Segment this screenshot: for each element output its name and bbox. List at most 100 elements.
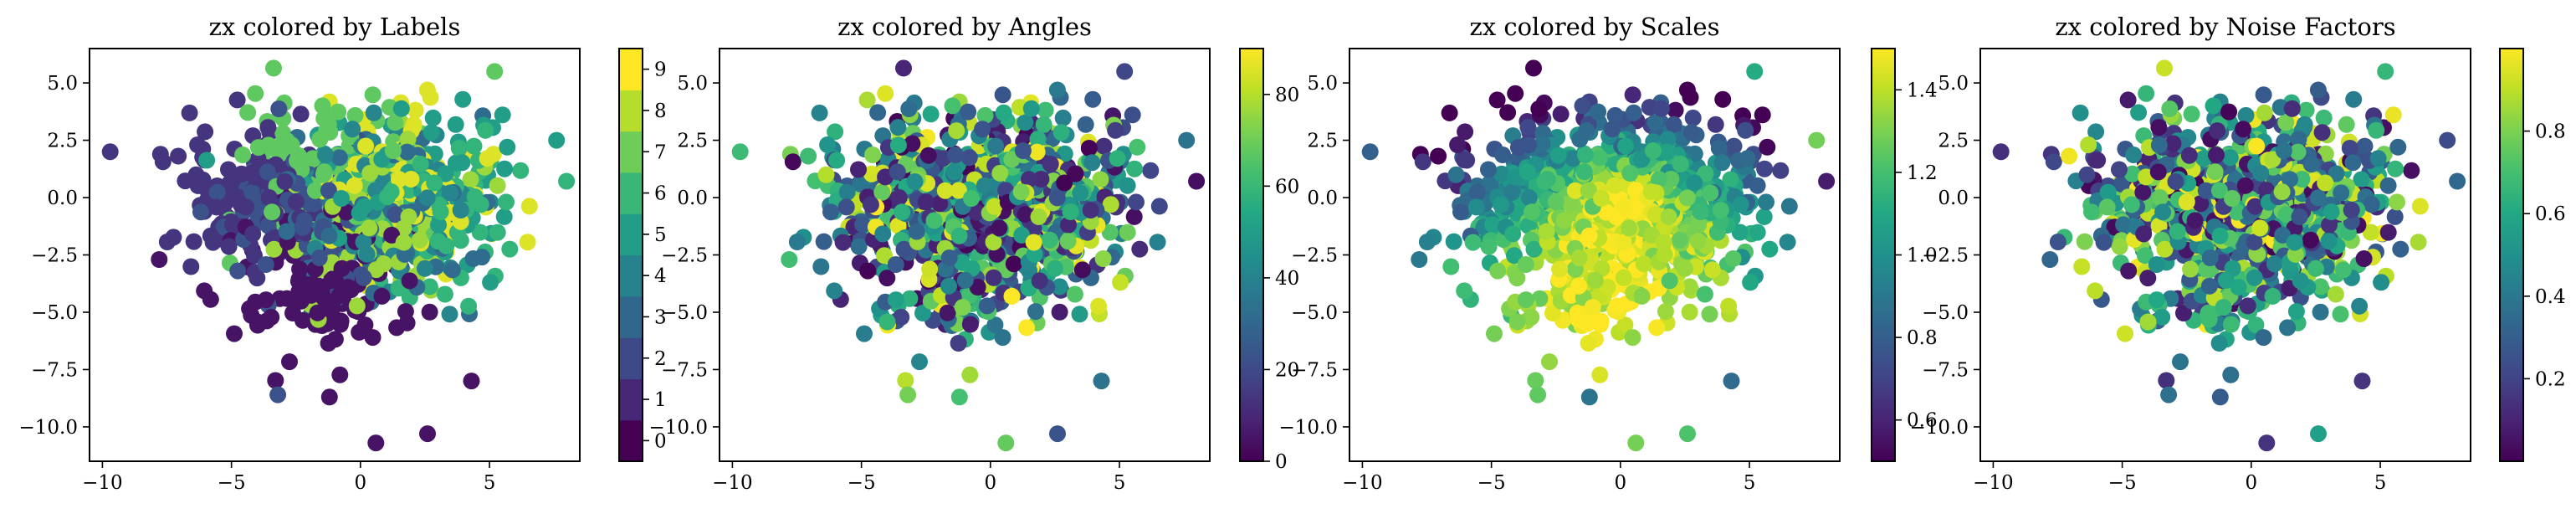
scatter-point	[1651, 171, 1667, 188]
scatter-point	[244, 225, 262, 243]
scatter-point	[259, 119, 277, 136]
x-tick-label: −5	[2108, 472, 2137, 494]
x-tick-label: 0	[985, 472, 997, 494]
scatter-point	[395, 234, 412, 251]
y-tick-label: −5.0	[1291, 302, 1338, 324]
scatter-point	[976, 106, 994, 124]
scatter-point	[1449, 136, 1467, 153]
scatter-point	[1101, 224, 1119, 241]
scatter-point	[2167, 173, 2184, 190]
scatter-point	[2182, 260, 2200, 278]
scatter-point	[2235, 121, 2252, 138]
scatter-point	[1555, 212, 1573, 229]
scatter-point	[220, 238, 238, 255]
scatter-point	[1503, 183, 1521, 201]
scatter-point	[1012, 183, 1030, 201]
y-tick-label: −10.0	[19, 417, 78, 439]
scatter-point	[450, 140, 468, 157]
colorbar-tick-label: 0.2	[2535, 368, 2566, 390]
scatter-point	[344, 121, 361, 138]
scatter-point	[834, 234, 852, 251]
scatter-point	[306, 182, 324, 199]
scatter-point	[2322, 203, 2340, 220]
scatter-point	[2210, 182, 2228, 199]
scatter-point	[2255, 329, 2272, 347]
panels: zx colored by Labels−10 −5 0 5−10.0−7.5−5.0…	[19, 13, 2566, 494]
scatter-point	[182, 258, 200, 275]
scatter-point	[226, 325, 243, 342]
scatter-point	[908, 223, 925, 240]
scatter-point	[1714, 90, 1732, 108]
scatter-point	[1003, 287, 1021, 305]
scatter-point	[864, 146, 882, 163]
scatter-point	[2379, 224, 2397, 241]
scatter-point	[1570, 277, 1587, 295]
scatter-point	[247, 85, 264, 102]
colorbar-tick-label: 1	[654, 389, 667, 411]
scatter-point	[243, 183, 261, 201]
scatter-point	[2161, 100, 2179, 117]
scatter-point	[348, 297, 366, 315]
scatter-point	[837, 198, 855, 216]
panel-labels: zx colored by Labels−10 −5 0 5−10.0−7.5−5.0…	[19, 13, 667, 494]
scatter-point	[991, 219, 1008, 237]
scatter-point	[248, 270, 266, 287]
scatter-point	[2158, 372, 2175, 389]
scatter-point	[239, 104, 257, 121]
scatter-point	[1660, 208, 1677, 225]
scatter-point	[1679, 425, 1696, 443]
x-tick-label: 5	[2374, 472, 2387, 494]
scatter-point	[1524, 203, 1541, 221]
scatter-point	[2266, 255, 2283, 273]
scatter-point	[207, 198, 225, 216]
scatter-point	[859, 262, 877, 280]
scatter-point	[170, 147, 187, 165]
scatter-point	[2130, 104, 2148, 121]
scatter-point	[904, 135, 921, 152]
scatter-point	[1681, 278, 1698, 296]
scatter-point	[921, 260, 939, 278]
scatter-point	[1017, 206, 1034, 224]
scatter-point	[2307, 260, 2324, 277]
scatter-point	[1759, 138, 1776, 156]
scatter-point	[318, 122, 335, 140]
scatter-point	[181, 104, 198, 121]
scatter-point	[477, 121, 494, 139]
scatter-point	[2292, 272, 2309, 290]
scatter-point	[1030, 208, 1047, 225]
scatter-point	[2222, 316, 2240, 333]
scatter-point	[2286, 234, 2303, 251]
scatter-point	[1119, 177, 1136, 194]
scatter-point	[270, 100, 288, 117]
colorbar-tick-label: 1.2	[1907, 162, 1938, 184]
scatter-point	[2291, 208, 2308, 225]
scatter-point	[931, 195, 949, 213]
scatter-point	[419, 425, 436, 443]
scatter-point	[1178, 131, 1196, 149]
scatter-point	[1082, 202, 1099, 218]
scatter-point	[2154, 203, 2172, 221]
scatter-point	[489, 224, 506, 241]
scatter-point	[391, 171, 407, 188]
scatter-point	[1458, 152, 1476, 169]
scatter-point	[2293, 171, 2311, 188]
y-tick-label: −7.5	[31, 359, 78, 381]
scatter-point	[263, 308, 280, 326]
scatter-point	[919, 146, 937, 164]
x-tick-label: −10	[82, 472, 123, 494]
scatter-point	[284, 305, 301, 321]
scatter-point	[944, 97, 961, 115]
scatter-point	[486, 63, 504, 80]
scatter-point	[976, 177, 993, 194]
scatter-point	[963, 190, 980, 207]
scatter-point	[2345, 90, 2363, 108]
scatter-point	[2332, 306, 2349, 323]
scatter-point	[2439, 131, 2456, 149]
scatter-point	[731, 143, 749, 161]
scatter-point	[950, 182, 967, 199]
scatter-point	[1013, 226, 1031, 244]
scatter-point	[1519, 119, 1537, 136]
scatter-point	[314, 97, 331, 115]
colorbar-segment	[619, 213, 643, 256]
scatter-point	[499, 138, 516, 156]
